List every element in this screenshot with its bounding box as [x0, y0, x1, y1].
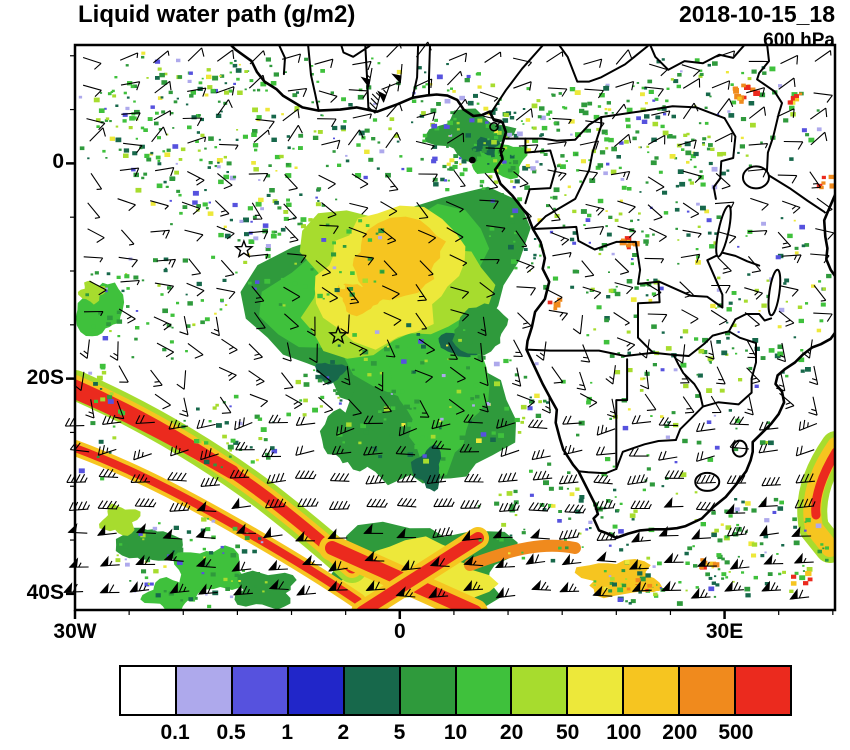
colorbar-cell — [344, 667, 401, 714]
colorbar-label: 2 — [337, 721, 350, 744]
x-tick-label: 0 — [393, 620, 406, 643]
colorbar-label: 5 — [393, 721, 406, 744]
colorbar-label: 1 — [281, 721, 294, 744]
colorbar-label: 500 — [718, 721, 754, 744]
colorbar — [119, 665, 792, 716]
colorbar-cell — [121, 667, 177, 714]
colorbar-label: 20 — [499, 721, 524, 744]
colorbar-cell — [680, 667, 737, 714]
colorbar-cell — [456, 667, 513, 714]
y-tick-label: 40S — [26, 580, 64, 604]
colorbar-cell — [288, 667, 345, 714]
colorbar-cell — [400, 667, 457, 714]
colorbar-label: 0.5 — [216, 721, 246, 744]
chart-title: Liquid water path (g/m2) — [78, 1, 356, 28]
colorbar-cell — [736, 667, 791, 714]
colorbar-cell — [624, 667, 681, 714]
x-tick-label: 30W — [53, 620, 97, 643]
colorbar-label: 200 — [662, 721, 698, 744]
colorbar-label: 100 — [606, 721, 642, 744]
colorbar-label: 0.1 — [160, 721, 190, 744]
x-tick-label: 30E — [705, 620, 744, 643]
valid-time-label: 2018-10-15_18 — [678, 1, 835, 27]
colorbar-cell — [568, 667, 625, 714]
colorbar-cell — [176, 667, 233, 714]
colorbar-label: 10 — [443, 721, 468, 744]
colorbar-cell — [232, 667, 289, 714]
colorbar-label: 50 — [555, 721, 580, 744]
y-tick-label: 20S — [26, 365, 64, 389]
y-tick-label: 0 — [52, 150, 64, 174]
colorbar-cell — [512, 667, 569, 714]
